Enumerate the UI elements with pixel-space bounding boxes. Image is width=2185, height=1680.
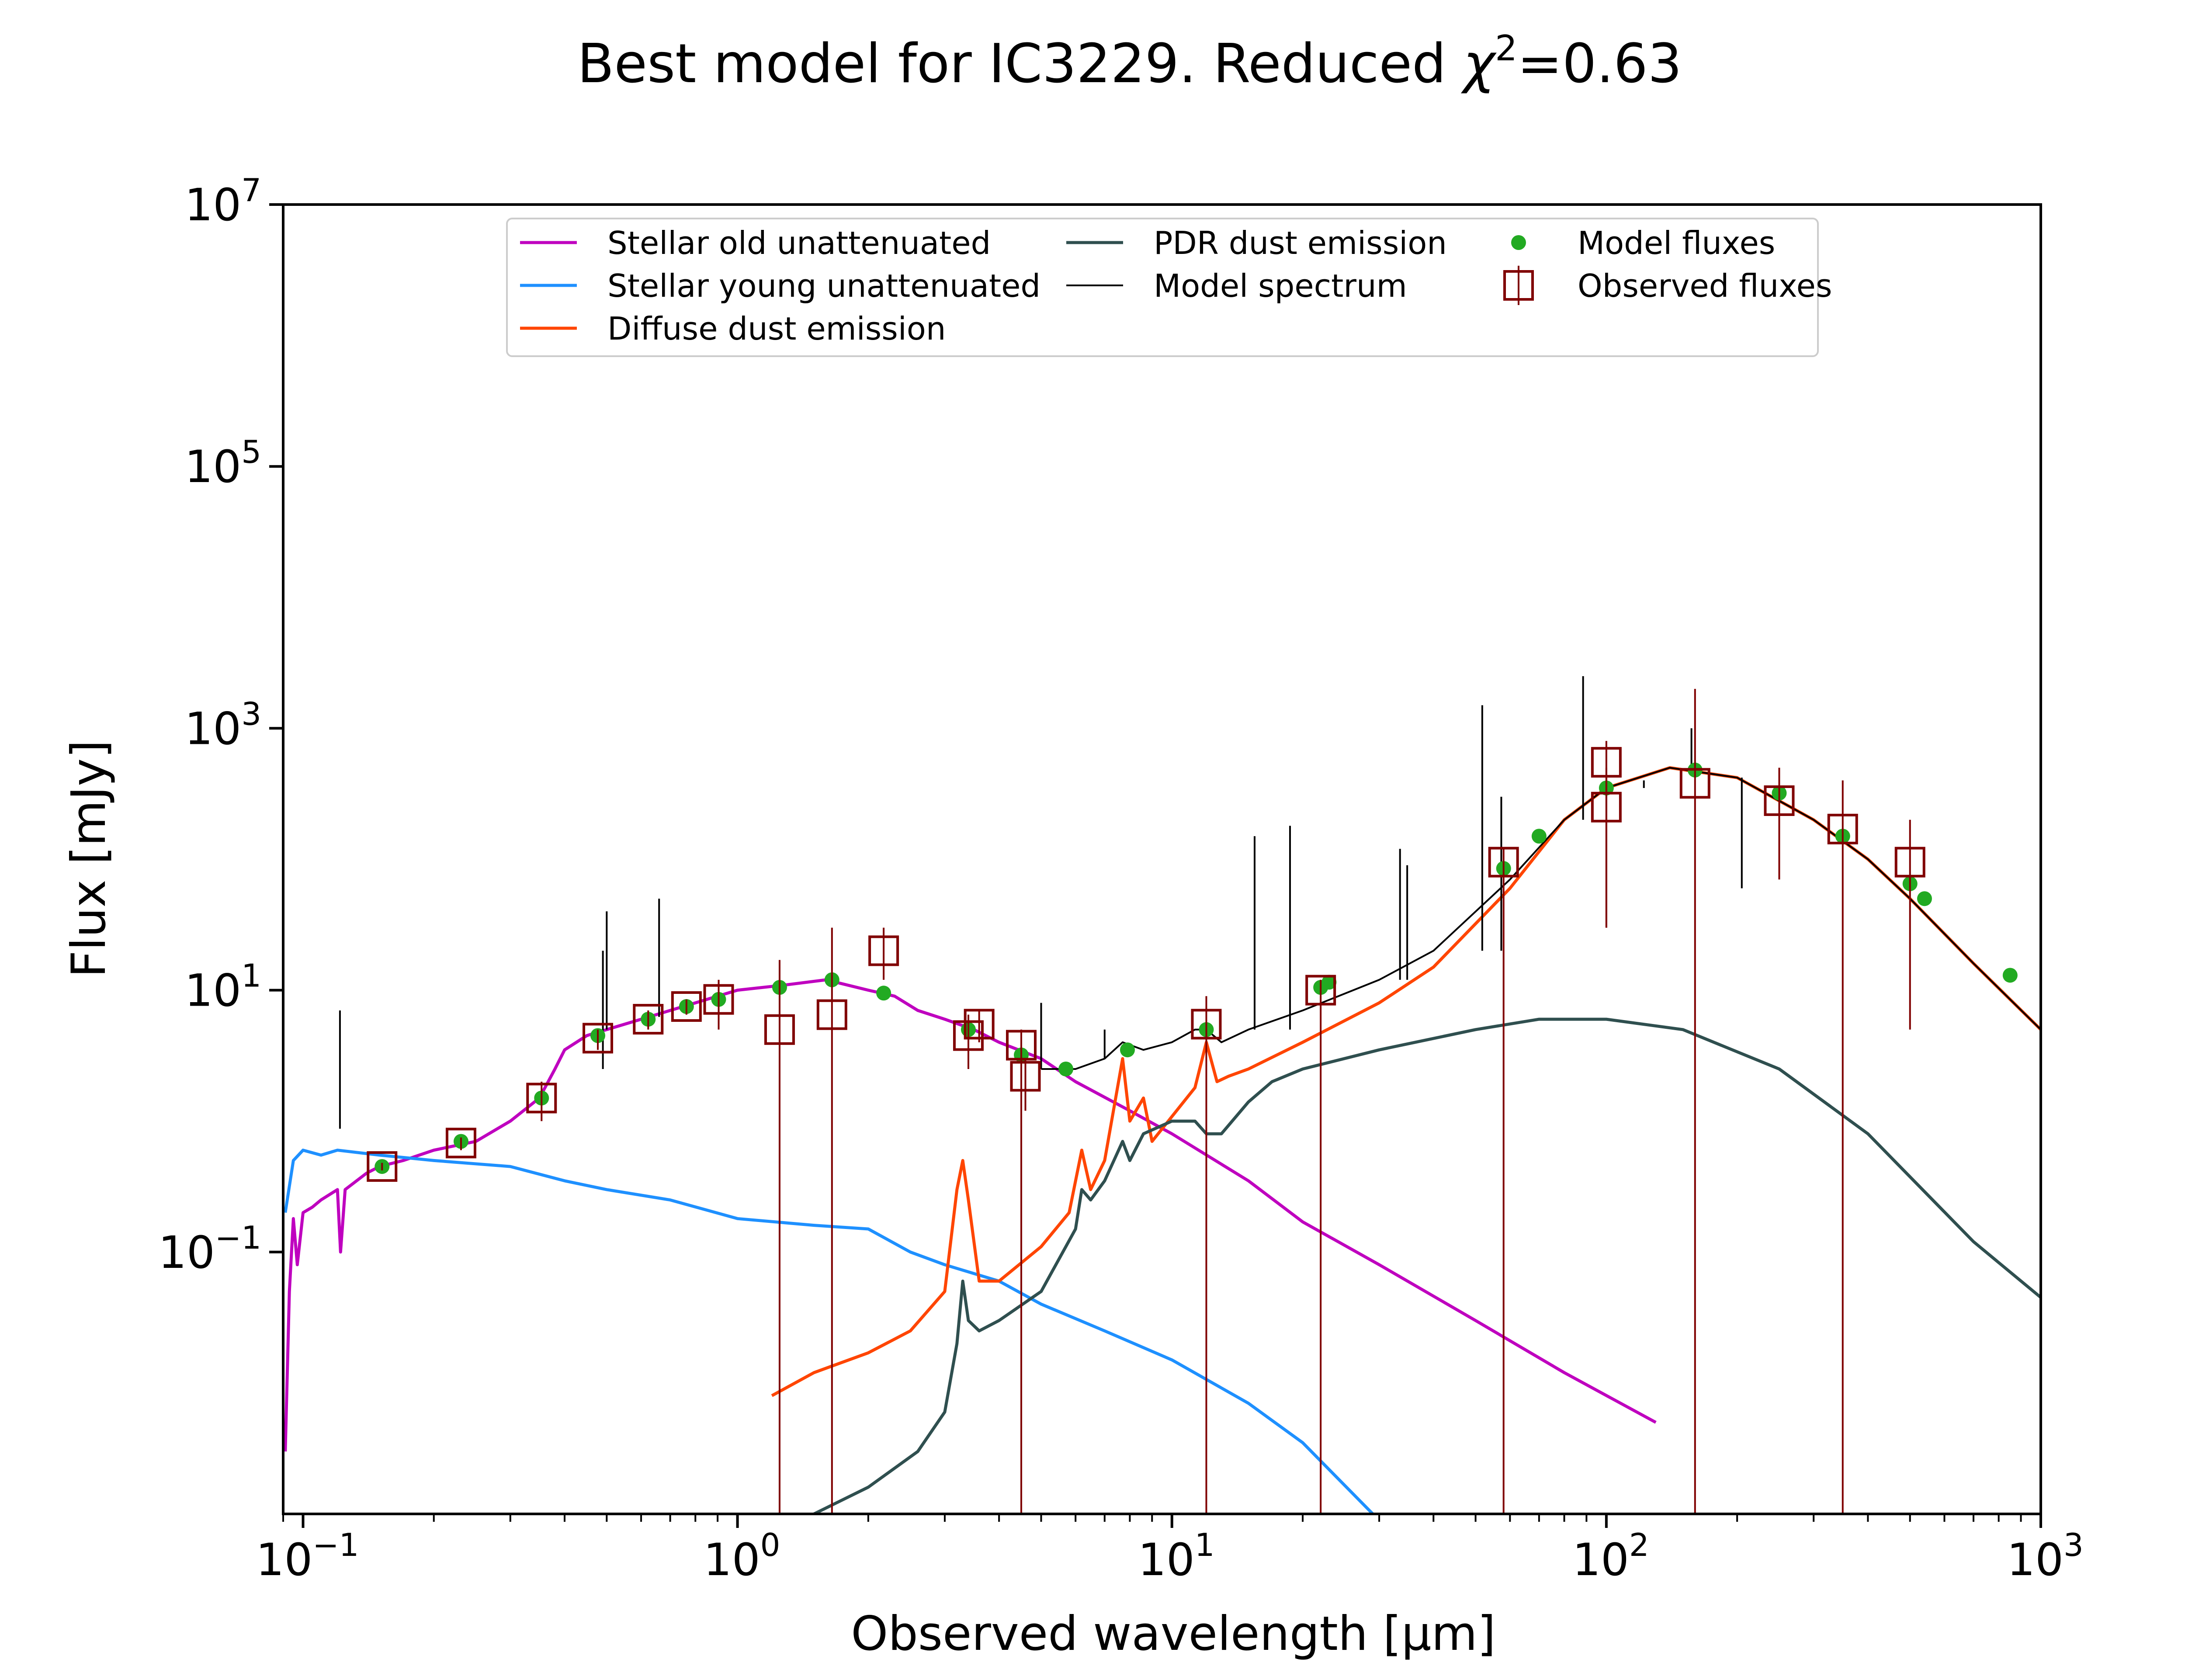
x-tick-label: 101 [1138, 1527, 1215, 1586]
observed-fluxes-marker [764, 1014, 795, 1045]
model-spectrum-line [1041, 767, 2041, 1070]
legend-label: Diffuse dust emission [607, 310, 946, 347]
chart-title-chi: χ [1460, 33, 1497, 95]
observed-fluxes-marker [1679, 768, 1710, 799]
pdr-dust-emission-line [813, 1017, 2041, 1514]
observed-fluxes-marker [1827, 813, 1858, 844]
observed-fluxes-marker [868, 935, 899, 966]
legend-label: Stellar young unattenuated [607, 267, 1040, 304]
observed-fluxes-marker [1894, 847, 1925, 878]
model-fluxes-point [1531, 829, 1547, 844]
y-axis-label: Flux [mJy] [62, 740, 116, 978]
x-tick-label: 103 [2007, 1527, 2084, 1586]
chart-title-sup: 2 [1495, 28, 1517, 69]
legend-item-diffuse-dust-emission: Diffuse dust emission [520, 310, 946, 347]
chart-title-prefix: Best model for IC3229. Reduced [577, 33, 1463, 95]
legend: Stellar old unattenuated Stellar young un… [506, 218, 1832, 357]
model-fluxes-point [1120, 1042, 1135, 1058]
x-axis-label: Observed wavelength [μm] [851, 1607, 1496, 1661]
legend-item-stellar-young-unattenuated: Stellar young unattenuated [520, 267, 1040, 304]
legend-label: Observed fluxes [1578, 267, 1832, 304]
observed-fluxes-marker [526, 1083, 557, 1114]
stellar-young-unattenuated-line [284, 1149, 1374, 1514]
observed-fluxes-marker [953, 1020, 984, 1051]
observed-fluxes-marker [367, 1151, 398, 1182]
observed-fluxes-marker [703, 984, 734, 1015]
observed-fluxes-marker [816, 999, 847, 1030]
x-tick-label: 100 [704, 1527, 780, 1586]
model-fluxes-point [1321, 975, 1337, 990]
observed-fluxes-marker [1006, 1030, 1037, 1061]
y-tick-label: 10−1 [158, 1219, 261, 1279]
y-tick-label: 105 [184, 434, 261, 493]
plot-frame [282, 203, 2042, 1515]
legend-label: Stellar old unattenuated [607, 225, 991, 261]
legend-swatch [1511, 235, 1526, 250]
observed-fluxes-marker [1305, 975, 1336, 1006]
observed-fluxes-marker [964, 1009, 995, 1040]
legend-label: Model spectrum [1154, 267, 1407, 304]
model-fluxes-point [876, 986, 891, 1001]
observed-fluxes-marker [1010, 1061, 1041, 1092]
axis-layer: 10−1 100 101 102 103 10−1 101 103 105 107 [158, 172, 2084, 1586]
y-tick-label: 107 [184, 172, 261, 231]
observed-fluxes-marker [1764, 785, 1795, 816]
chart-title: Best model for IC3229. Reduced χ2=0.63 [577, 28, 1682, 95]
observed-fluxes-marker [583, 1023, 614, 1054]
observed-fluxes-marker [1191, 1009, 1222, 1040]
legend-item-model-fluxes: Model fluxes [1511, 225, 1775, 261]
observed-fluxes-marker [1591, 791, 1622, 823]
legend-label: PDR dust emission [1154, 225, 1447, 261]
y-tick-label: 101 [184, 958, 261, 1017]
x-tick-label: 10−1 [256, 1527, 359, 1586]
series-layer [284, 676, 2041, 1514]
observed-fluxes-marker [671, 991, 702, 1022]
observed-fluxes-marker [445, 1128, 476, 1159]
legend-item-pdr-dust-emission: PDR dust emission [1066, 225, 1447, 261]
legend-box [506, 218, 1819, 357]
observed-fluxes-marker [633, 1004, 664, 1035]
model-fluxes-point [1917, 891, 1932, 906]
y-tick-label: 103 [184, 695, 261, 755]
observed-fluxes-marker [1488, 847, 1519, 878]
x-tick-label: 102 [1572, 1527, 1649, 1586]
chart-title-suffix: =0.63 [1517, 33, 1682, 95]
legend-label: Model fluxes [1578, 225, 1775, 261]
legend-item-observed-fluxes: Observed fluxes [1503, 266, 1832, 305]
legend-item-stellar-old-unattenuated: Stellar old unattenuated [520, 225, 991, 261]
model-fluxes-point [2002, 968, 2018, 983]
legend-item-model-spectrum: Model spectrum [1066, 267, 1407, 304]
model-fluxes-point [1058, 1061, 1074, 1076]
